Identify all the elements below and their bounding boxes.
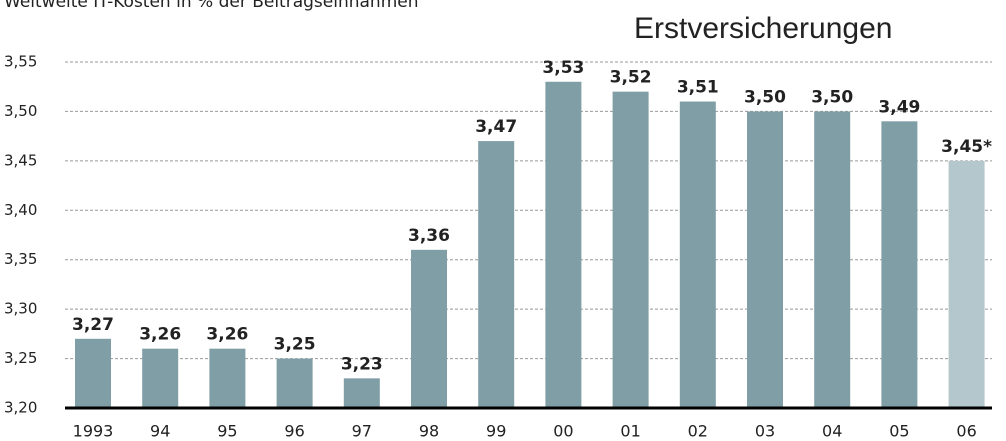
x-tick-label: 01 [620,422,640,441]
y-tick-label: 3,55 [4,53,37,71]
x-tick-label: 04 [822,422,842,441]
value-label: 3,25 [274,335,316,355]
bar [411,249,447,408]
value-label: 3,53 [542,58,584,78]
y-tick-label: 3,40 [4,201,37,219]
bar [948,160,985,408]
x-tick-label: 99 [486,422,506,441]
y-tick-label: 3,30 [4,300,37,318]
x-tick-label: 05 [889,422,909,441]
chart-subtitle: Weltweite IT-Kosten in % der Beitragsein… [4,0,419,12]
y-tick-label: 3,45 [4,151,37,169]
bar [679,101,716,409]
value-label: 3,36 [408,226,450,246]
x-tick-label: 02 [688,422,708,441]
x-tick-label: 00 [553,422,573,441]
bar [545,81,582,409]
y-tick-label: 3,25 [4,349,37,367]
y-tick-label: 3,20 [4,399,37,417]
bar [142,348,179,408]
value-label: 3,45* [941,137,992,157]
x-tick-label: 98 [419,422,439,441]
bar [343,378,380,408]
x-tick-label: 97 [352,422,372,441]
value-label: 3,47 [475,117,517,137]
x-tick-label: 06 [956,422,976,441]
bar [75,338,111,408]
bar [478,141,515,409]
y-tick-label: 3,50 [4,102,37,120]
bar [747,111,783,408]
bar [881,121,918,409]
bar [612,91,649,409]
bar [276,358,313,408]
value-label: 3,26 [139,325,181,345]
value-label: 3,50 [811,87,853,107]
value-label: 3,50 [744,87,786,107]
bar [814,111,851,408]
value-label: 3,26 [206,325,248,345]
x-tick-label: 95 [217,422,237,441]
value-label: 3,27 [72,315,114,335]
x-tick-label: 03 [755,422,775,441]
x-tick-label: 1993 [73,422,114,441]
value-label: 3,52 [610,68,652,88]
value-label: 3,51 [677,78,719,98]
x-tick-label: 94 [150,422,170,441]
value-label: 3,23 [341,354,383,374]
y-tick-label: 3,35 [4,250,37,268]
chart-title: Erstversicherungen [634,12,892,45]
x-tick-label: 96 [284,422,304,441]
bar [209,348,246,408]
value-label: 3,49 [878,97,920,117]
